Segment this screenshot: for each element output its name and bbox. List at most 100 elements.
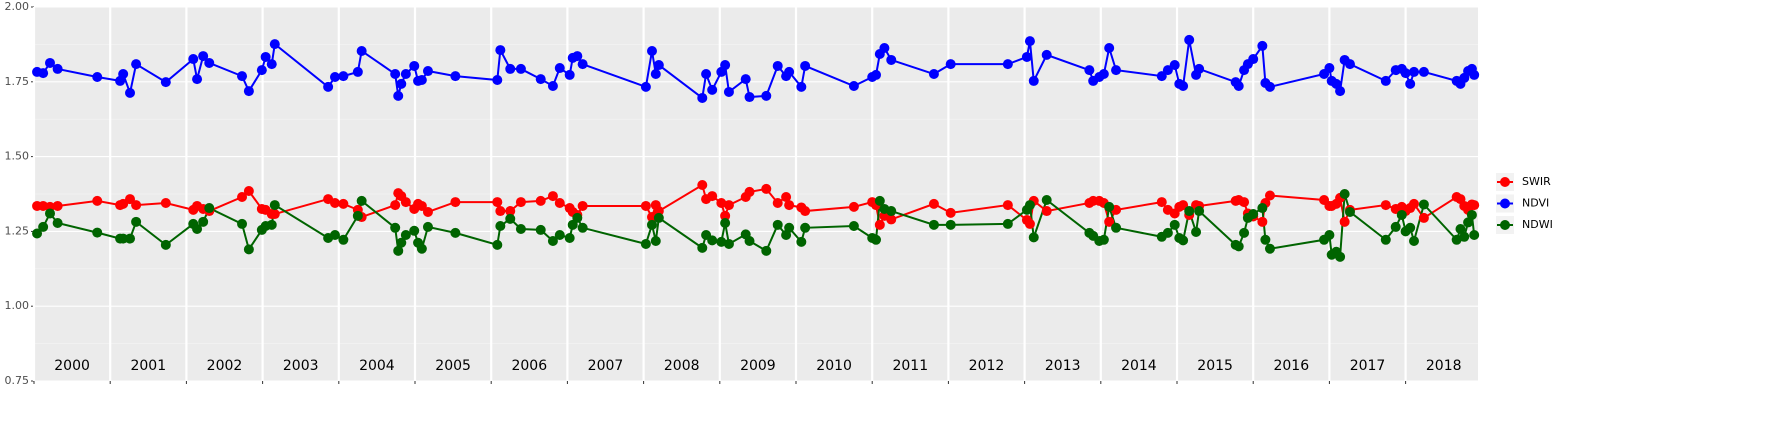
series-line [37, 183, 1475, 228]
point [1194, 206, 1205, 217]
legend-key-point [1500, 177, 1510, 187]
series-line [36, 39, 1476, 100]
point [723, 86, 734, 97]
point [329, 197, 340, 208]
point [723, 238, 734, 249]
point [198, 216, 209, 227]
point [535, 74, 546, 85]
point [390, 222, 401, 233]
point [338, 234, 349, 245]
point [188, 54, 199, 65]
point [744, 186, 755, 197]
point [1257, 216, 1268, 227]
point [450, 197, 461, 208]
point [945, 219, 956, 230]
point [390, 69, 401, 80]
point [338, 198, 349, 209]
point [720, 218, 731, 229]
point [131, 216, 142, 227]
point [640, 238, 651, 249]
point [554, 197, 565, 208]
point [1459, 231, 1470, 242]
point [784, 222, 795, 233]
point [1408, 235, 1419, 246]
point [1239, 227, 1250, 238]
year-label: 2012 [969, 358, 1005, 374]
point [266, 219, 277, 230]
point [1390, 221, 1401, 232]
point [781, 191, 792, 202]
point [1335, 86, 1346, 97]
point [577, 222, 588, 233]
point [650, 235, 661, 246]
point [356, 195, 367, 206]
point [1024, 218, 1035, 229]
point [1156, 197, 1167, 208]
point [409, 60, 420, 71]
point [204, 203, 215, 214]
point [547, 191, 558, 202]
point [118, 69, 129, 80]
point [697, 92, 708, 103]
point [1455, 224, 1466, 235]
y-tick-label: 1.75 [5, 75, 30, 88]
point [52, 63, 63, 74]
point [744, 92, 755, 103]
point [697, 180, 708, 191]
point [260, 51, 271, 62]
point [1084, 65, 1095, 76]
point [1248, 54, 1259, 65]
point [1098, 234, 1109, 245]
point [125, 233, 136, 244]
point [396, 237, 407, 248]
point [640, 200, 651, 211]
point [640, 81, 651, 92]
point [237, 191, 248, 202]
point [1405, 78, 1416, 89]
point [874, 219, 885, 230]
point [38, 68, 49, 79]
point [848, 80, 859, 91]
point [879, 42, 890, 53]
point [1418, 66, 1429, 77]
point [1184, 34, 1195, 45]
point [577, 200, 588, 211]
point [740, 74, 751, 85]
point [707, 84, 718, 95]
point [1335, 251, 1346, 262]
point [1463, 217, 1474, 228]
point [1162, 227, 1173, 238]
point [1191, 226, 1202, 237]
year-label: 2013 [1045, 358, 1081, 374]
point [1264, 243, 1275, 254]
point [1380, 75, 1391, 86]
point [400, 197, 411, 208]
point [577, 59, 588, 70]
point [1466, 209, 1477, 220]
point [796, 81, 807, 92]
point [160, 239, 171, 250]
point [198, 51, 209, 62]
point [352, 66, 363, 77]
point [125, 194, 136, 205]
point [1028, 75, 1039, 86]
point [422, 66, 433, 77]
point [871, 69, 882, 80]
point [1264, 81, 1275, 92]
point [945, 207, 956, 218]
point [646, 45, 657, 56]
point [650, 69, 661, 80]
point [848, 221, 859, 232]
point [160, 197, 171, 208]
point [720, 60, 731, 71]
point [393, 245, 404, 256]
point [393, 90, 404, 101]
point [784, 200, 795, 211]
year-label: 2002 [207, 358, 243, 374]
point [1339, 216, 1350, 227]
point [1041, 206, 1052, 217]
point [653, 212, 664, 223]
point [1184, 206, 1195, 217]
point [269, 209, 280, 220]
year-label: 2003 [283, 358, 319, 374]
